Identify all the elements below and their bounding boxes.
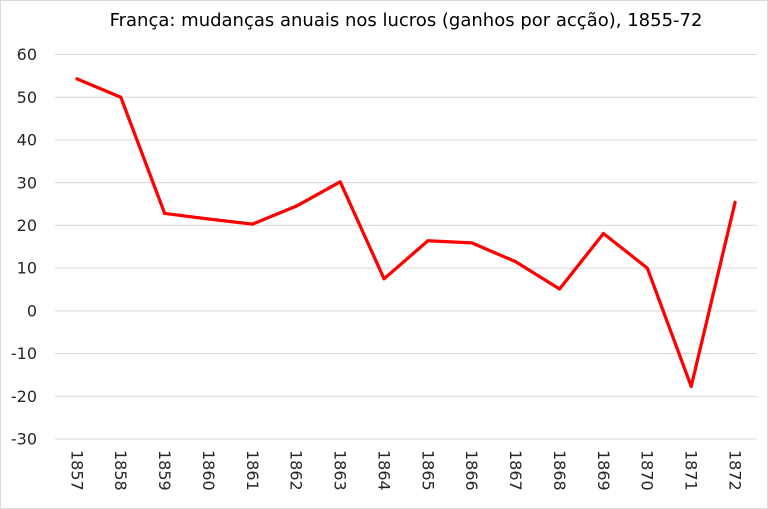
x-axis-tick-label: 1871 xyxy=(682,450,701,491)
x-axis-tick-label: 1859 xyxy=(155,450,174,491)
x-axis-tick-label: 1872 xyxy=(725,450,744,491)
x-axis-tick-label: 1866 xyxy=(462,450,481,491)
data-series-line xyxy=(75,77,737,389)
x-axis-tick-label: 1867 xyxy=(506,450,525,491)
x-axis-tick-label: 1864 xyxy=(374,450,393,491)
x-axis-tick-label: 1860 xyxy=(199,450,218,491)
chart-title: França: mudanças anuais nos lucros (ganh… xyxy=(109,10,703,31)
y-axis-tick-label: 40 xyxy=(17,131,37,150)
y-axis-tick-label: 0 xyxy=(27,301,37,320)
y-axis-tick-label: 10 xyxy=(17,259,37,278)
x-axis-tick-label: 1863 xyxy=(331,450,350,491)
x-axis-tick-label: 1862 xyxy=(287,450,306,491)
y-axis-tick-label: 30 xyxy=(17,173,37,192)
x-axis-tick-label: 1869 xyxy=(594,450,613,491)
y-axis-tick-label: -30 xyxy=(11,430,37,449)
x-axis-tick-label: 1870 xyxy=(638,450,657,491)
x-axis-tick-label: 1858 xyxy=(111,450,130,491)
x-axis-tick-label: 1861 xyxy=(243,450,262,491)
x-axis-tick-label: 1868 xyxy=(550,450,569,491)
y-axis-tick-label: 50 xyxy=(17,88,37,107)
y-axis-tick-label: -10 xyxy=(11,344,37,363)
y-axis-tick-label: -20 xyxy=(11,387,37,406)
y-axis-tick-label: 60 xyxy=(17,45,37,64)
x-axis-tick-label: 1857 xyxy=(67,450,86,491)
y-axis-tick-label: 20 xyxy=(17,216,37,235)
x-axis-tick-label: 1865 xyxy=(418,450,437,491)
